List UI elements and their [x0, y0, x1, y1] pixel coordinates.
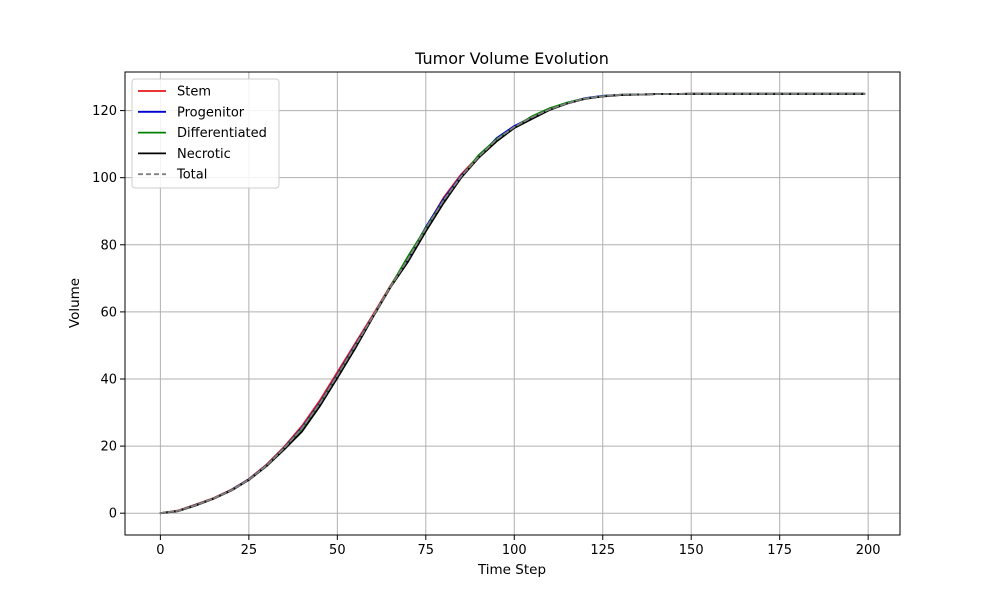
legend-label-necrotic: Necrotic: [177, 147, 231, 162]
y-axis-label: Volume: [67, 278, 83, 328]
plot-frame: [124, 71, 901, 536]
x-tick-label: 25: [241, 543, 258, 558]
x-axis-label: Time Step: [477, 562, 546, 578]
x-tick-label: 0: [156, 543, 164, 558]
x-tick-label: 125: [590, 543, 615, 558]
legend-label-progenitor: Progenitor: [177, 105, 245, 120]
legend-box: [131, 78, 280, 189]
y-tick-label: 60: [100, 305, 117, 320]
y-tick-label: 40: [100, 372, 117, 387]
series-group: [159, 92, 866, 515]
legend-label-differentiated: Differentiated: [177, 126, 267, 141]
y-tick-label: 20: [100, 440, 117, 455]
x-tick-label: 75: [418, 543, 435, 558]
y-tick-label: 80: [100, 238, 117, 253]
x-tick-label: 150: [679, 543, 704, 558]
legend: Stem Progenitor Differentiated Necrotic Tota…: [131, 78, 280, 189]
chart-title: Tumor Volume Evolution: [414, 49, 609, 68]
legend-label-total: Total: [176, 168, 207, 183]
x-tick-label: 175: [767, 543, 792, 558]
x-tick-label: 100: [502, 543, 527, 558]
ticks: 0 25 50 75 100 125 150 175 200 0 20 40 60 80 100 120: [92, 104, 880, 558]
x-tick-label: 50: [329, 543, 346, 558]
y-tick-label: 120: [92, 104, 117, 119]
x-tick-label: 200: [856, 543, 881, 558]
y-tick-label: 0: [109, 507, 117, 522]
legend-label-stem: Stem: [177, 85, 211, 100]
grid: [125, 72, 900, 535]
series-line-total: [159, 92, 866, 515]
y-tick-label: 100: [92, 171, 117, 186]
